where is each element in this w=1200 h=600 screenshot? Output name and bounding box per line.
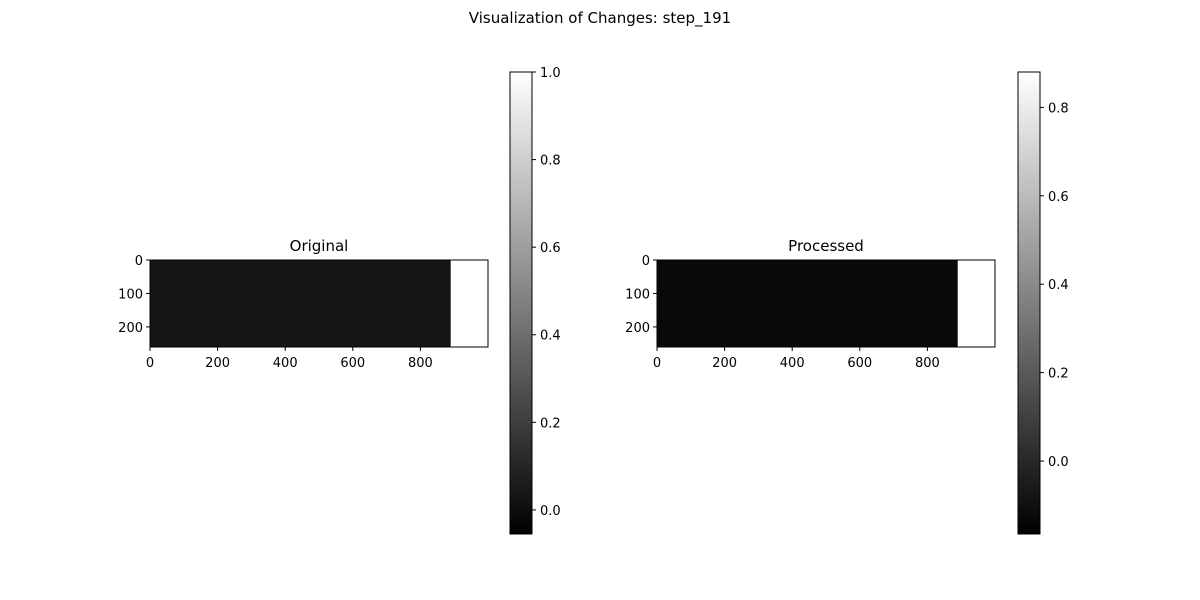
colorbar-frame bbox=[1017, 71, 1041, 535]
colorbar-tick-label: 0.2 bbox=[1048, 367, 1069, 382]
colorbar-tick-label: 0.4 bbox=[540, 329, 561, 344]
colorbar-tick-label: 0.0 bbox=[1048, 455, 1069, 470]
y-tick-label: 100 bbox=[625, 287, 650, 302]
colorbar-tick-label: 0.6 bbox=[1048, 190, 1069, 205]
subplot-title: Original bbox=[290, 237, 349, 255]
heatmap-region-2 bbox=[450, 260, 488, 347]
y-tick-label: 0 bbox=[642, 254, 650, 269]
heatmap-region-1 bbox=[150, 260, 451, 347]
y-tick-label: 200 bbox=[625, 321, 650, 336]
colorbar-tick-label: 0.2 bbox=[540, 416, 561, 431]
colorbar-tick-label: 1.0 bbox=[540, 66, 561, 81]
colorbar-tick-label: 0.4 bbox=[1048, 278, 1069, 293]
x-tick-label: 600 bbox=[847, 356, 872, 371]
subplot-1: Original 0 200 400 600 800 0 100 200 0.0 0.2 0.4 0.6… bbox=[118, 66, 561, 535]
y-tick-label: 0 bbox=[135, 254, 143, 269]
subplot-2: Processed 0 200 400 600 800 0 100 200 0.0 0.2 0.4 0.… bbox=[625, 71, 1069, 535]
x-tick-label: 400 bbox=[273, 356, 298, 371]
figure-title: Visualization of Changes: step_191 bbox=[468, 9, 732, 27]
colorbar bbox=[1018, 72, 1040, 534]
axes-frame bbox=[656, 259, 996, 348]
colorbar-tick-label: 0.8 bbox=[540, 154, 561, 169]
x-tick-label: 200 bbox=[205, 356, 230, 371]
colorbar-tick-label: 0.8 bbox=[1048, 101, 1069, 116]
axes-frame bbox=[149, 259, 489, 348]
x-tick-label: 400 bbox=[780, 356, 805, 371]
y-tick-label: 100 bbox=[118, 287, 143, 302]
y-tick-label: 200 bbox=[118, 321, 143, 336]
x-tick-label: 200 bbox=[712, 356, 737, 371]
x-tick-label: 0 bbox=[653, 356, 661, 371]
x-tick-label: 600 bbox=[340, 356, 365, 371]
colorbar-frame bbox=[509, 71, 533, 535]
subplot-title: Processed bbox=[788, 237, 864, 255]
heatmap-region-2 bbox=[957, 260, 995, 347]
x-tick-label: 800 bbox=[408, 356, 433, 371]
x-tick-label: 0 bbox=[146, 356, 154, 371]
colorbar bbox=[510, 72, 532, 534]
heatmap-region-1 bbox=[657, 260, 958, 347]
colorbar-tick-label: 0.6 bbox=[540, 241, 561, 256]
x-tick-label: 800 bbox=[915, 356, 940, 371]
colorbar-tick-label: 0.0 bbox=[540, 504, 561, 519]
